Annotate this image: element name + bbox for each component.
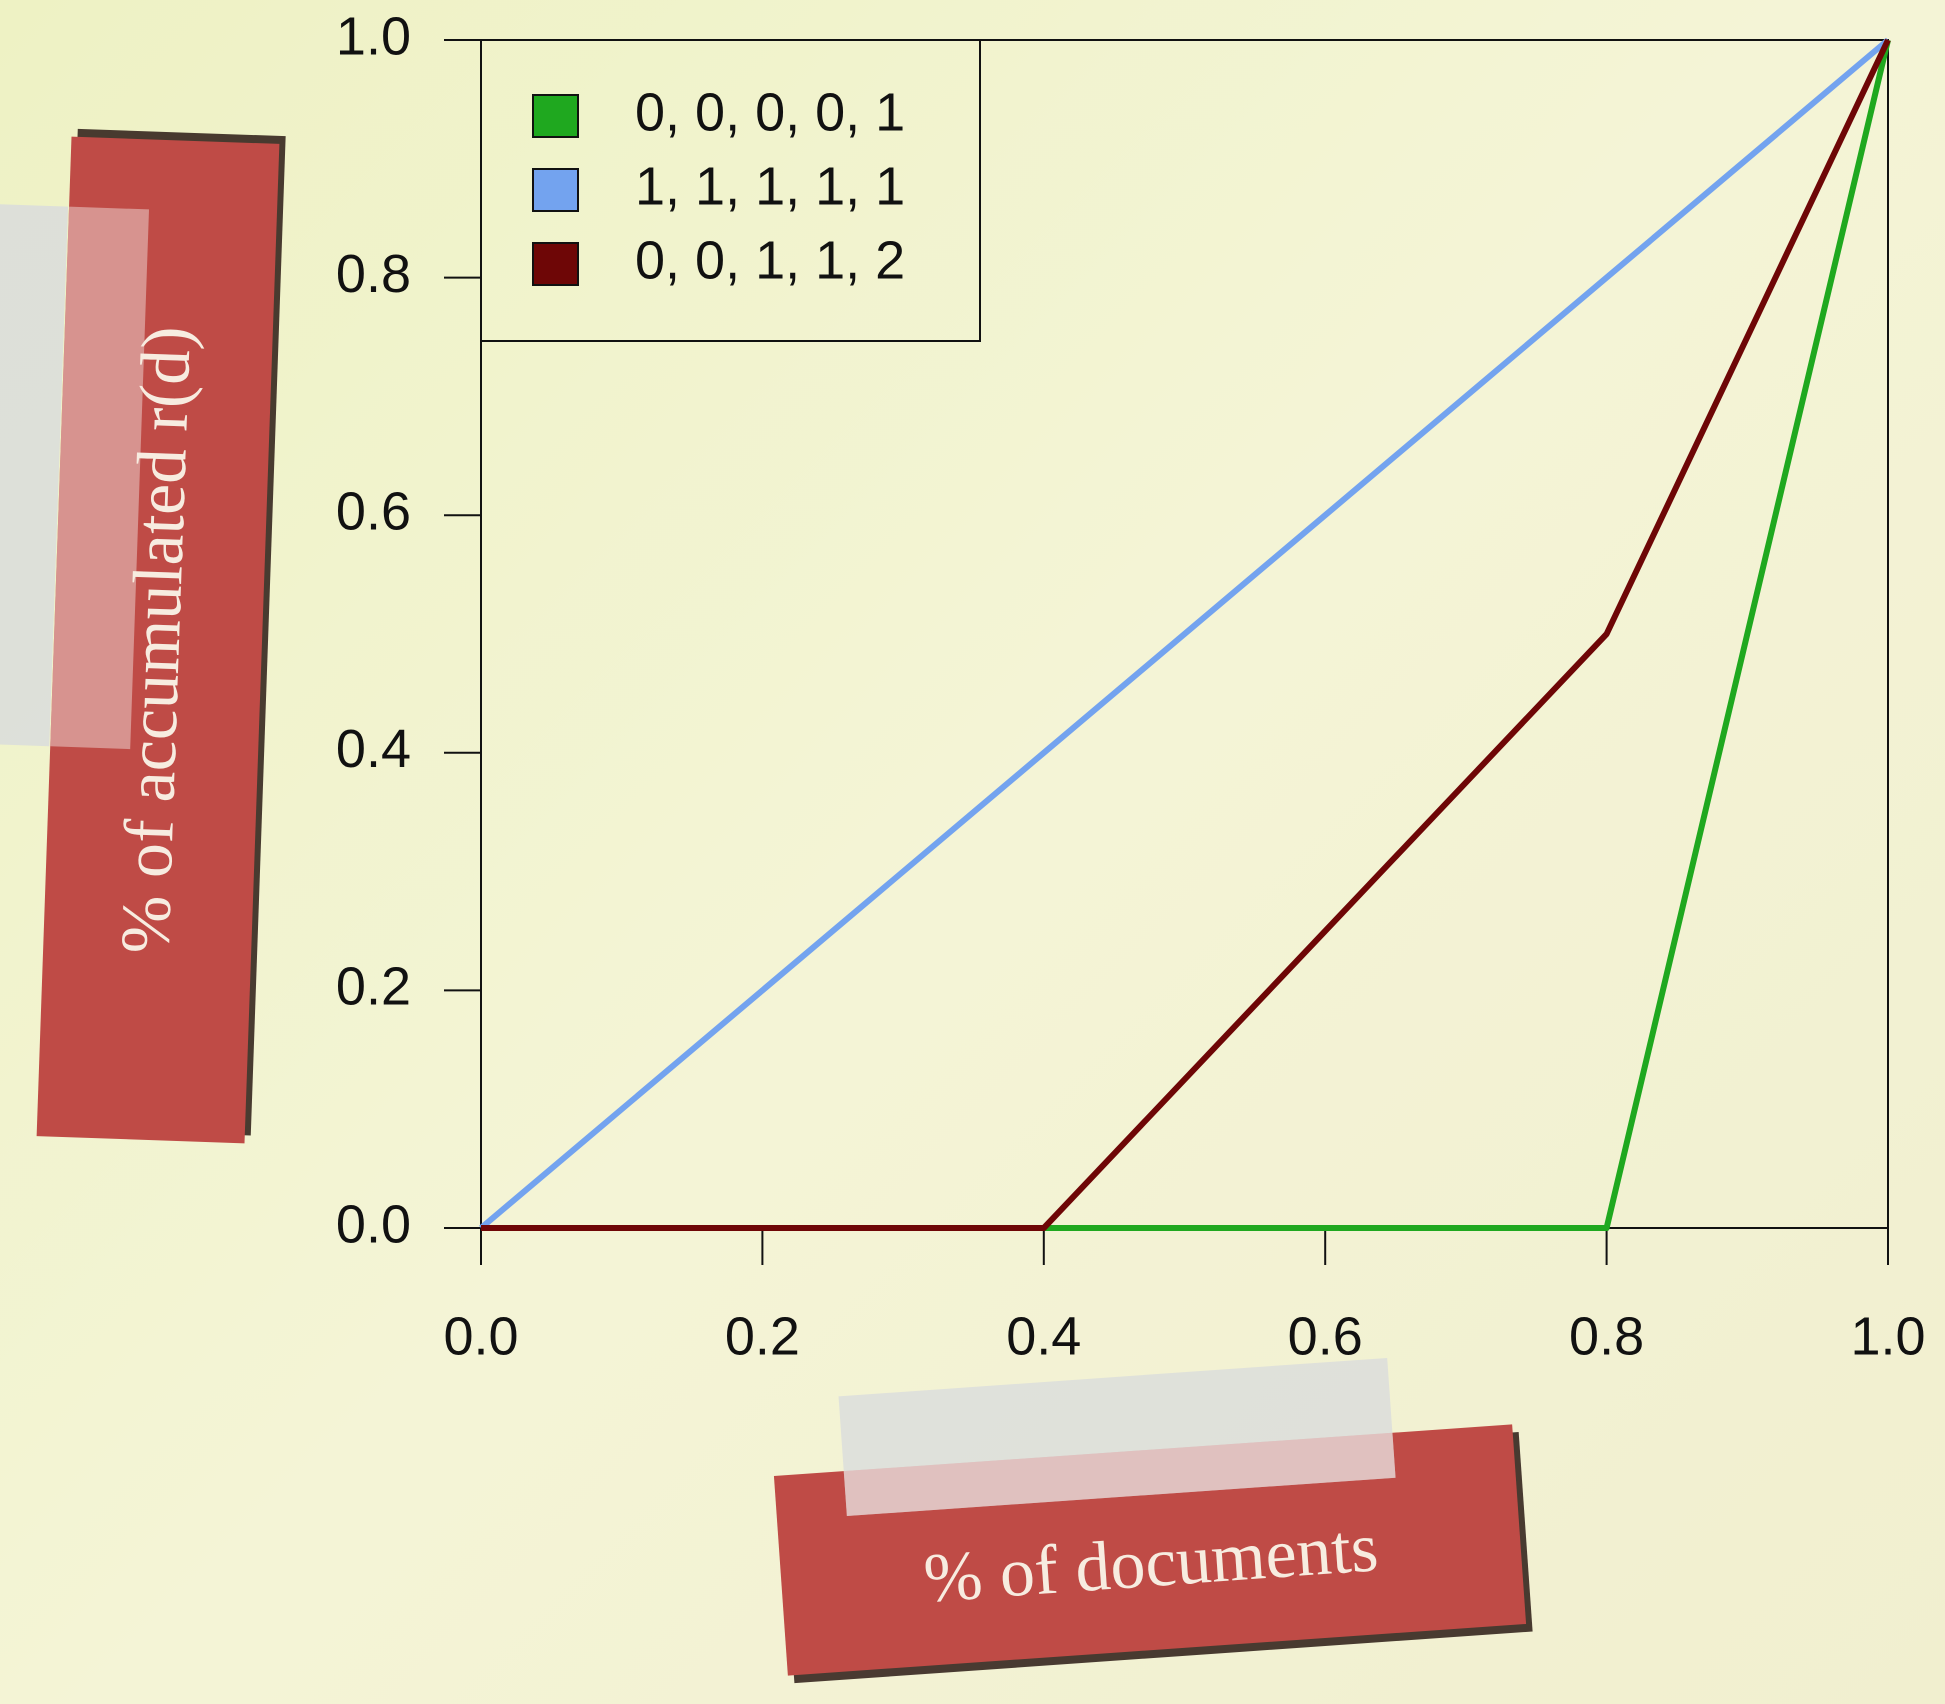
- x-tick-label: 0.2: [725, 1306, 800, 1366]
- legend-label: 0, 0, 0, 0, 1: [635, 82, 905, 142]
- y-tick-label: 0.2: [336, 957, 411, 1017]
- y-tick-label: 0.8: [336, 244, 411, 304]
- x-label-tape: % of documents: [773, 1357, 1533, 1684]
- legend-label: 1, 1, 1, 1, 1: [635, 156, 905, 216]
- legend-label: 0, 0, 1, 1, 2: [635, 230, 905, 290]
- x-tick-label: 0.6: [1288, 1306, 1363, 1366]
- y-label-tape: % of accumulated r(d): [0, 128, 286, 1144]
- legend-swatch: [532, 242, 579, 286]
- x-tick-label: 0.4: [1006, 1306, 1081, 1366]
- y-tick-label: 0.6: [336, 481, 411, 541]
- series-line: [479, 37, 1890, 1231]
- legend-swatch: [532, 94, 579, 138]
- legend: [480, 39, 981, 342]
- y-tick-label: 1.0: [336, 6, 411, 66]
- x-tick-label: 1.0: [1850, 1306, 1925, 1366]
- y-tick-label: 0.4: [336, 719, 411, 779]
- x-tick-label: 0.8: [1569, 1306, 1644, 1366]
- legend-swatch: [532, 168, 579, 212]
- x-tick-label: 0.0: [443, 1306, 518, 1366]
- series-line: [481, 38, 1891, 1231]
- y-tick-label: 0.0: [336, 1194, 411, 1254]
- legend-frame: [480, 39, 981, 342]
